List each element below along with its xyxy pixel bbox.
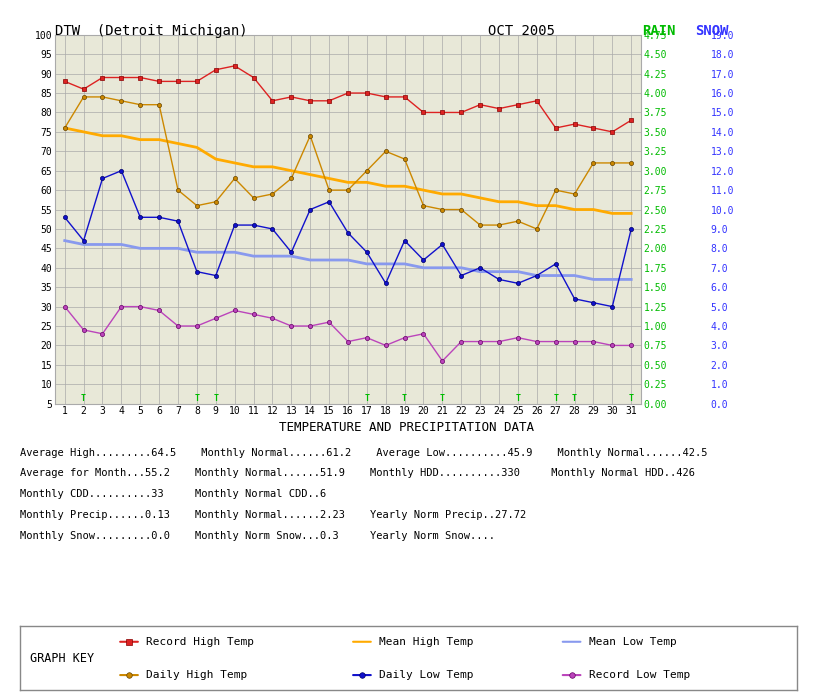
Text: T: T [213, 393, 218, 402]
Text: RAIN: RAIN [642, 24, 676, 38]
Text: OCT 2005: OCT 2005 [488, 24, 554, 38]
Text: Average for Month...55.2    Monthly Normal......51.9    Monthly HDD..........330: Average for Month...55.2 Monthly Normal.… [20, 468, 695, 478]
Text: Daily Low Temp: Daily Low Temp [379, 670, 473, 680]
Text: DTW  (Detroit Michigan): DTW (Detroit Michigan) [55, 24, 248, 38]
Text: TEMPERATURE AND PRECIPITATION DATA: TEMPERATURE AND PRECIPITATION DATA [279, 421, 534, 434]
Text: T: T [402, 393, 407, 402]
Text: Mean High Temp: Mean High Temp [379, 637, 473, 647]
Text: T: T [81, 393, 86, 402]
Text: T: T [194, 393, 199, 402]
Text: Record Low Temp: Record Low Temp [589, 670, 690, 680]
Text: Daily High Temp: Daily High Temp [146, 670, 247, 680]
Text: SNOW: SNOW [695, 24, 728, 38]
Text: T: T [364, 393, 369, 402]
Text: GRAPH KEY: GRAPH KEY [29, 652, 93, 665]
Text: T: T [515, 393, 520, 402]
Text: T: T [440, 393, 445, 402]
Text: Monthly CDD..........33     Monthly Normal CDD..6: Monthly CDD..........33 Monthly Normal C… [20, 489, 327, 499]
Text: T: T [572, 393, 577, 402]
Text: Mean Low Temp: Mean Low Temp [589, 637, 676, 647]
Text: Monthly Precip......0.13    Monthly Normal......2.23    Yearly Norm Precip..27.7: Monthly Precip......0.13 Monthly Normal.… [20, 510, 527, 520]
Text: Record High Temp: Record High Temp [146, 637, 254, 647]
Text: T: T [553, 393, 559, 402]
Text: T: T [628, 393, 633, 402]
Text: Average High.........64.5    Monthly Normal......61.2    Average Low..........45: Average High.........64.5 Monthly Normal… [20, 448, 708, 457]
Text: Monthly Snow.........0.0    Monthly Norm Snow...0.3     Yearly Norm Snow....: Monthly Snow.........0.0 Monthly Norm Sn… [20, 531, 495, 541]
